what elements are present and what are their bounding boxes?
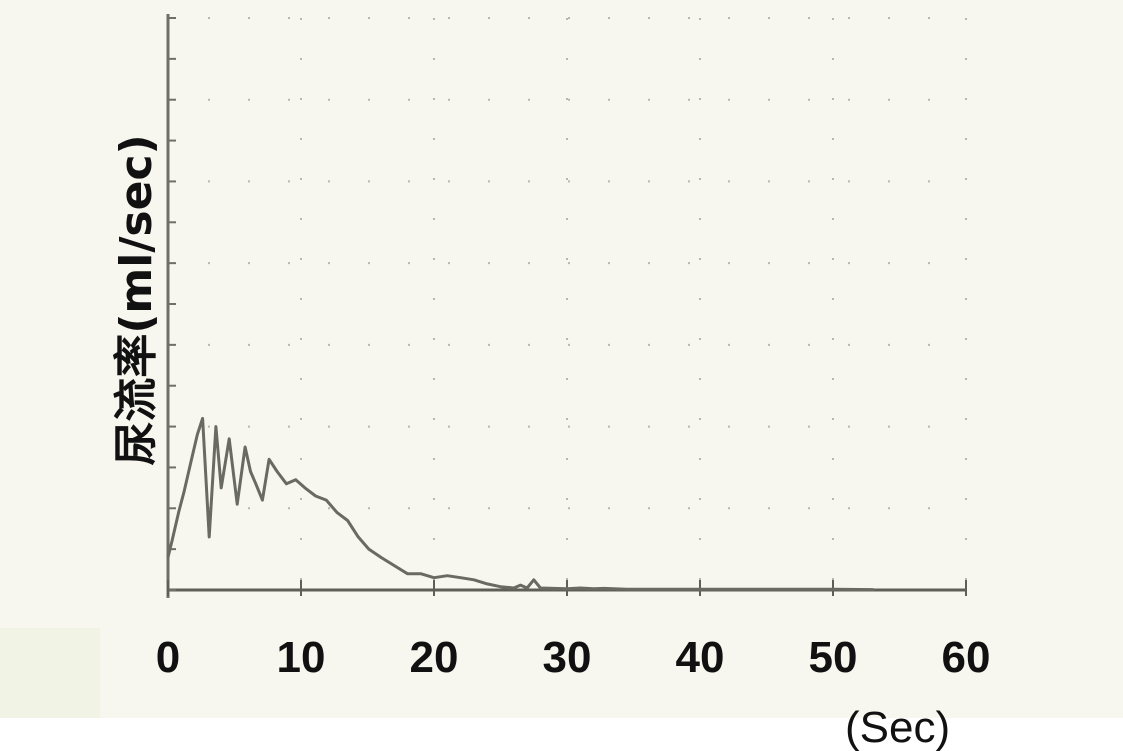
x-tick-label: 60	[942, 633, 991, 682]
flow-rate-line	[166, 416, 875, 592]
x-tick-labels: 0 10 20 30 40 50 60	[156, 633, 991, 682]
x-tick-label: 30	[543, 633, 592, 682]
axis-layer	[166, 14, 967, 598]
x-tick-label: 50	[809, 633, 858, 682]
x-tick-label: 0	[156, 633, 180, 682]
y-axis-label: 尿流率(ml/sec)	[111, 134, 162, 466]
background-strip-bottom	[0, 718, 1123, 751]
background-strip-left	[0, 628, 100, 723]
x-tick-label: 20	[410, 633, 459, 682]
grid-layer	[168, 17, 967, 590]
x-axis-label: (Sec)	[845, 703, 950, 751]
series-layer	[166, 416, 875, 592]
x-tick-label: 40	[676, 633, 725, 682]
x-tick-label: 10	[277, 633, 326, 682]
